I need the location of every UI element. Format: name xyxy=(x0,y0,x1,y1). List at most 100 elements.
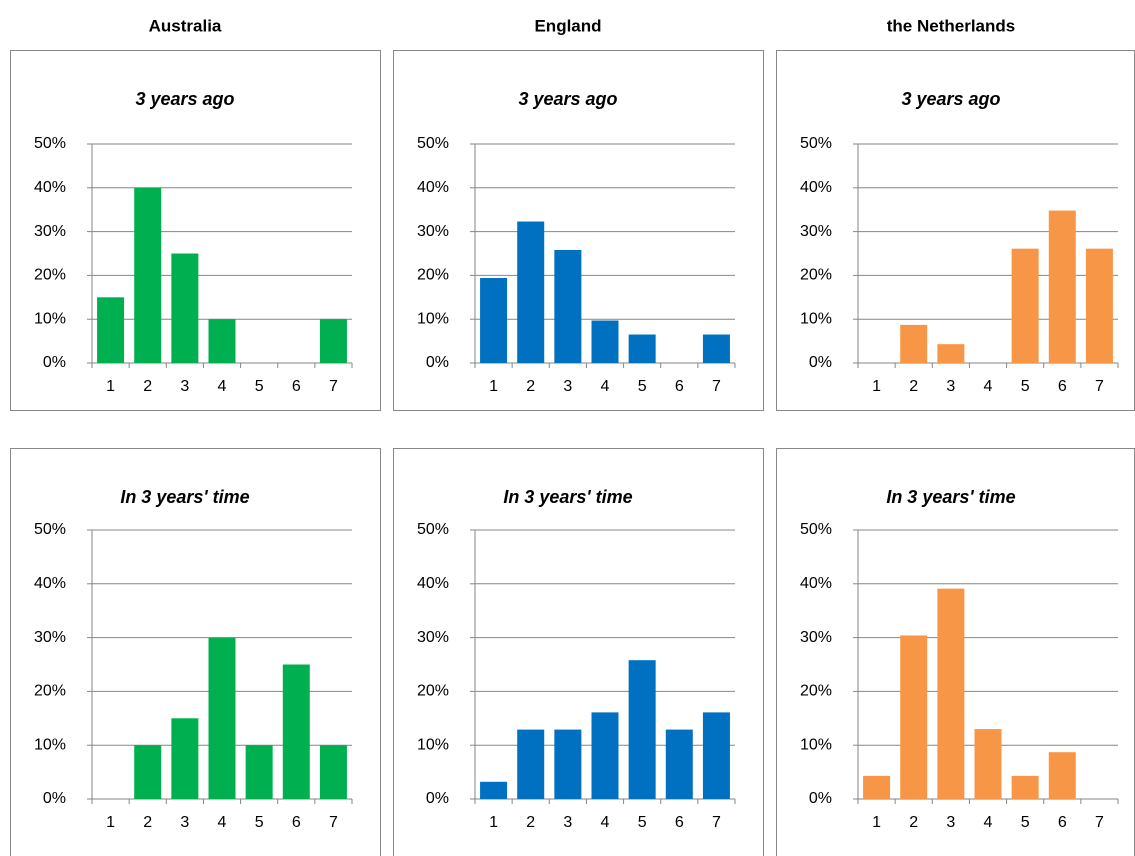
x-tick-label: 3 xyxy=(180,814,189,831)
y-tick-label: 10% xyxy=(417,736,449,753)
x-tick-label: 7 xyxy=(329,814,338,831)
bar xyxy=(245,745,273,799)
x-tick-label: 7 xyxy=(712,814,721,831)
bar xyxy=(628,334,656,363)
x-tick-label: 4 xyxy=(218,378,227,395)
x-tick-label: 2 xyxy=(143,814,152,831)
chart-title: 3 years ago xyxy=(901,89,1000,109)
y-tick-label: 20% xyxy=(34,267,66,284)
bar xyxy=(937,344,965,363)
chart-title: In 3 years' time xyxy=(503,487,632,507)
bar xyxy=(171,718,199,799)
x-tick-label: 2 xyxy=(909,814,918,831)
y-tick-label: 10% xyxy=(800,310,832,327)
panel-border xyxy=(393,448,764,856)
x-tick-label: 1 xyxy=(872,378,881,395)
y-tick-label: 40% xyxy=(417,575,449,592)
chart-title: In 3 years' time xyxy=(886,487,1015,507)
y-tick-label: 30% xyxy=(800,223,832,240)
bar xyxy=(517,729,545,799)
x-tick-label: 3 xyxy=(563,814,572,831)
bar xyxy=(591,320,619,363)
bar xyxy=(554,729,582,799)
x-tick-label: 6 xyxy=(675,814,684,831)
x-tick-label: 6 xyxy=(1058,378,1067,395)
x-tick-label: 6 xyxy=(1058,814,1067,831)
panel-border xyxy=(10,448,381,856)
y-tick-label: 10% xyxy=(34,310,66,327)
y-tick-label: 20% xyxy=(417,267,449,284)
x-tick-label: 2 xyxy=(909,378,918,395)
chart-title: In 3 years' time xyxy=(120,487,249,507)
y-tick-label: 50% xyxy=(417,521,449,538)
bar xyxy=(208,319,236,363)
x-tick-label: 2 xyxy=(143,378,152,395)
bar xyxy=(97,297,125,363)
y-tick-label: 20% xyxy=(417,683,449,700)
bar xyxy=(863,775,891,799)
y-tick-label: 50% xyxy=(34,521,66,538)
x-tick-label: 5 xyxy=(638,814,647,831)
y-tick-label: 10% xyxy=(417,310,449,327)
x-tick-label: 3 xyxy=(563,378,572,395)
y-tick-label: 50% xyxy=(417,135,449,152)
bar xyxy=(319,319,347,363)
y-tick-label: 30% xyxy=(417,223,449,240)
x-tick-label: 4 xyxy=(984,814,993,831)
x-tick-label: 3 xyxy=(946,814,955,831)
x-tick-label: 3 xyxy=(180,378,189,395)
y-tick-label: 40% xyxy=(34,575,66,592)
bar xyxy=(480,781,508,799)
y-tick-label: 20% xyxy=(800,683,832,700)
y-tick-label: 10% xyxy=(800,736,832,753)
bar xyxy=(134,745,162,799)
x-tick-label: 1 xyxy=(872,814,881,831)
x-tick-label: 1 xyxy=(489,378,498,395)
column-header: Australia xyxy=(149,16,222,35)
bar xyxy=(702,712,730,799)
bar xyxy=(702,334,730,363)
x-tick-label: 6 xyxy=(675,378,684,395)
x-tick-label: 2 xyxy=(526,378,535,395)
x-tick-label: 4 xyxy=(984,378,993,395)
y-tick-label: 30% xyxy=(800,629,832,646)
y-tick-label: 30% xyxy=(34,629,66,646)
bar xyxy=(974,729,1002,799)
y-tick-label: 20% xyxy=(800,267,832,284)
y-tick-label: 0% xyxy=(809,790,832,807)
y-tick-label: 0% xyxy=(809,354,832,371)
y-tick-label: 40% xyxy=(417,179,449,196)
bar xyxy=(1048,752,1076,799)
x-tick-label: 1 xyxy=(106,378,115,395)
x-tick-label: 4 xyxy=(218,814,227,831)
chart-title: 3 years ago xyxy=(518,89,617,109)
y-tick-label: 10% xyxy=(34,736,66,753)
x-tick-label: 5 xyxy=(638,378,647,395)
bar xyxy=(282,664,310,799)
bar xyxy=(665,729,693,799)
column-header: England xyxy=(534,16,601,35)
y-tick-label: 40% xyxy=(34,179,66,196)
bar xyxy=(591,712,619,799)
x-tick-label: 1 xyxy=(489,814,498,831)
x-tick-label: 6 xyxy=(292,378,301,395)
bar xyxy=(1011,775,1039,799)
x-tick-label: 3 xyxy=(946,378,955,395)
x-tick-label: 5 xyxy=(1021,378,1030,395)
x-tick-label: 5 xyxy=(255,814,264,831)
y-tick-label: 0% xyxy=(43,354,66,371)
bar xyxy=(517,221,545,363)
panel-border xyxy=(10,50,381,411)
y-tick-label: 50% xyxy=(34,135,66,152)
x-tick-label: 7 xyxy=(712,378,721,395)
x-tick-label: 5 xyxy=(1021,814,1030,831)
x-tick-label: 7 xyxy=(329,378,338,395)
x-tick-label: 2 xyxy=(526,814,535,831)
x-tick-label: 4 xyxy=(601,378,610,395)
x-tick-label: 4 xyxy=(601,814,610,831)
bar xyxy=(554,249,582,363)
bar xyxy=(937,588,965,799)
y-tick-label: 20% xyxy=(34,683,66,700)
